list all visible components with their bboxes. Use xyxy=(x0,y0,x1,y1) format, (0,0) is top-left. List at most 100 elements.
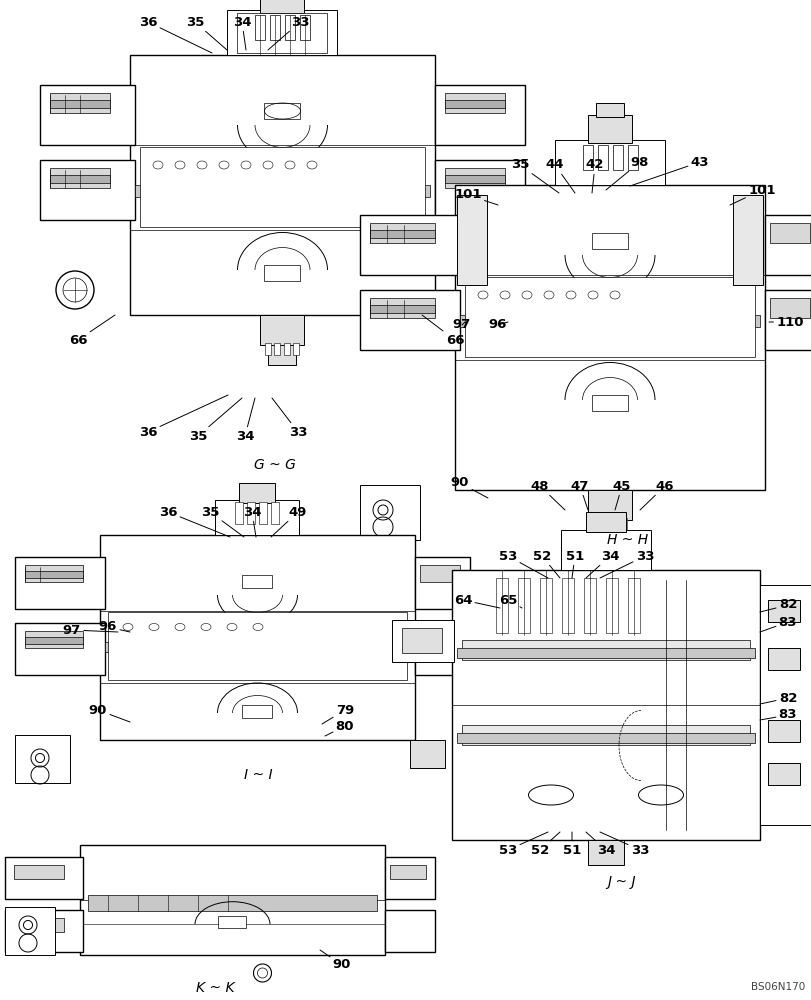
Bar xyxy=(135,185,430,197)
Text: 49: 49 xyxy=(271,506,307,537)
Text: 101: 101 xyxy=(453,188,497,205)
Text: 34: 34 xyxy=(586,832,615,856)
Bar xyxy=(264,265,300,281)
Bar xyxy=(370,298,435,318)
Bar xyxy=(591,395,627,411)
Bar xyxy=(14,918,64,932)
Bar xyxy=(15,735,70,783)
Bar xyxy=(764,215,811,275)
Text: 65: 65 xyxy=(498,593,521,608)
Bar xyxy=(627,578,639,633)
Bar xyxy=(611,518,617,530)
Bar xyxy=(627,145,637,170)
Bar xyxy=(40,85,135,145)
Bar xyxy=(384,910,435,952)
Bar xyxy=(444,168,504,188)
Text: 36: 36 xyxy=(139,395,228,438)
Bar xyxy=(260,315,304,345)
Text: 66: 66 xyxy=(422,315,464,347)
Bar xyxy=(769,298,809,318)
Bar xyxy=(496,578,508,633)
Text: 33: 33 xyxy=(272,398,307,438)
Text: G ~ G: G ~ G xyxy=(254,458,295,472)
Text: 34: 34 xyxy=(235,398,255,442)
Bar xyxy=(444,100,504,108)
Bar xyxy=(242,705,272,718)
Bar xyxy=(255,15,265,40)
Bar xyxy=(270,15,280,40)
Bar xyxy=(583,578,595,633)
Bar xyxy=(601,518,607,530)
Bar xyxy=(260,502,267,524)
Bar xyxy=(767,720,799,742)
Bar xyxy=(274,343,280,355)
Text: 35: 35 xyxy=(189,398,242,442)
Text: 52: 52 xyxy=(530,832,560,856)
Bar xyxy=(764,290,811,350)
Text: 44: 44 xyxy=(545,158,574,193)
Bar xyxy=(460,315,759,327)
Text: 48: 48 xyxy=(530,480,564,510)
Bar xyxy=(457,648,754,658)
Bar xyxy=(732,195,762,285)
Bar xyxy=(40,160,135,220)
Text: 46: 46 xyxy=(639,480,673,510)
Bar xyxy=(14,865,64,879)
Text: 83: 83 xyxy=(759,615,796,632)
Bar xyxy=(401,628,441,653)
Bar xyxy=(414,623,470,675)
Bar xyxy=(591,233,627,249)
Bar xyxy=(419,565,460,582)
Bar xyxy=(444,175,504,183)
Bar xyxy=(25,565,83,582)
Bar xyxy=(612,145,622,170)
Bar xyxy=(145,173,419,198)
Bar xyxy=(247,502,255,524)
Text: 90: 90 xyxy=(320,950,350,972)
Text: 34: 34 xyxy=(242,506,261,537)
Bar xyxy=(237,13,327,53)
Bar xyxy=(300,15,310,40)
Bar xyxy=(112,633,402,655)
Bar xyxy=(435,85,525,145)
Bar xyxy=(25,571,83,578)
Text: 96: 96 xyxy=(488,318,508,332)
Bar xyxy=(100,535,414,740)
Text: 47: 47 xyxy=(570,480,589,510)
Text: 33: 33 xyxy=(599,550,654,578)
Bar xyxy=(560,530,650,570)
Bar xyxy=(470,303,749,328)
Bar xyxy=(50,175,109,183)
Bar xyxy=(5,910,83,952)
Text: 98: 98 xyxy=(605,155,648,190)
Bar xyxy=(242,575,272,588)
Text: 97: 97 xyxy=(62,624,118,637)
Bar xyxy=(461,725,749,745)
Text: BS06N170: BS06N170 xyxy=(750,982,804,992)
Text: 83: 83 xyxy=(759,708,796,722)
Bar xyxy=(285,15,295,40)
Bar xyxy=(108,612,406,680)
Text: 34: 34 xyxy=(233,15,251,50)
Bar xyxy=(457,195,487,285)
Text: 33: 33 xyxy=(599,832,649,856)
Bar xyxy=(592,518,599,530)
Bar xyxy=(767,648,799,670)
Bar xyxy=(15,623,105,675)
Text: 101: 101 xyxy=(729,184,775,205)
Bar xyxy=(239,483,275,503)
Bar xyxy=(235,502,243,524)
Text: 53: 53 xyxy=(498,550,547,578)
Bar xyxy=(587,840,623,865)
Bar xyxy=(130,55,435,315)
Text: 33: 33 xyxy=(268,15,309,50)
Bar xyxy=(227,10,337,55)
Bar xyxy=(457,733,754,743)
Bar xyxy=(50,168,109,188)
Text: 110: 110 xyxy=(768,316,803,328)
Bar xyxy=(587,115,631,143)
Bar xyxy=(25,637,83,644)
Bar xyxy=(461,640,749,660)
Bar xyxy=(597,145,607,170)
Bar xyxy=(465,277,754,357)
